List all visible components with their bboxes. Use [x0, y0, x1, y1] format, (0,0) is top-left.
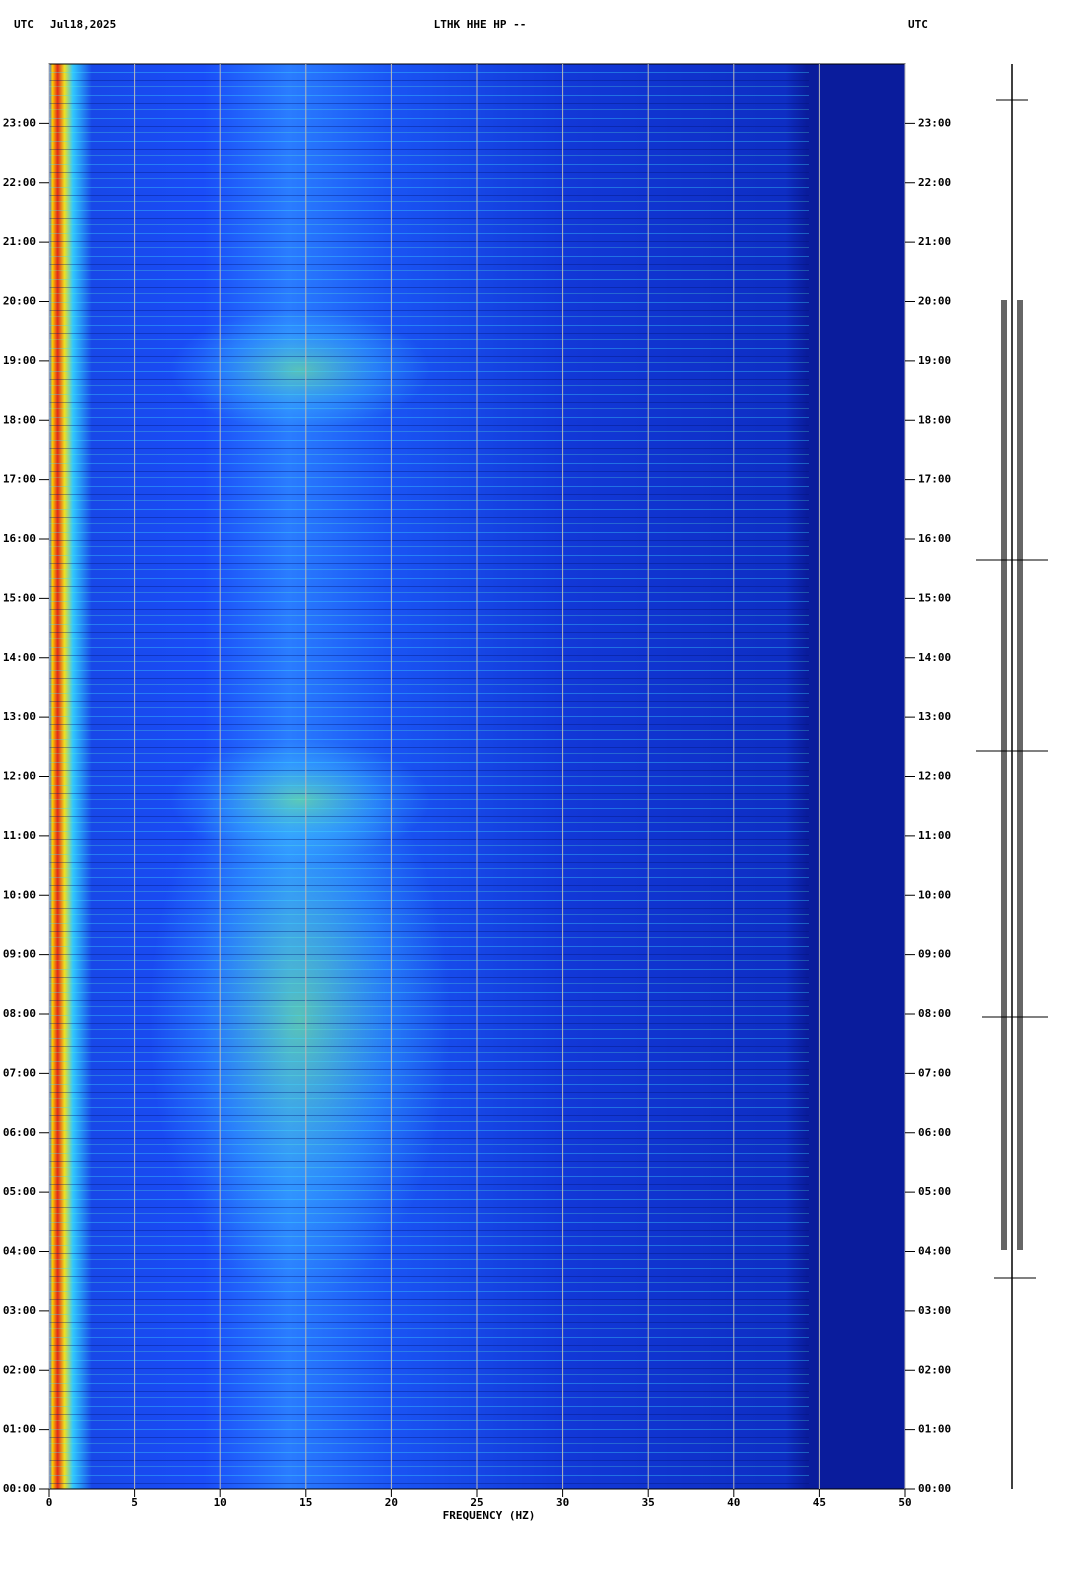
y-tick-label-left: 02:00 — [3, 1363, 36, 1376]
y-tick-label-left: 12:00 — [3, 770, 36, 783]
y-tick-label-right: 16:00 — [918, 532, 951, 545]
y-tick-label-right: 10:00 — [918, 888, 951, 901]
y-tick-label-left: 22:00 — [3, 176, 36, 189]
x-tick-label: 50 — [898, 1496, 911, 1509]
y-tick-label-right: 18:00 — [918, 413, 951, 426]
y-tick-label-left: 03:00 — [3, 1304, 36, 1317]
y-tick-label-left: 13:00 — [3, 710, 36, 723]
y-tick-label-left: 11:00 — [3, 829, 36, 842]
chart-title: LTHK HHE HP -- — [434, 18, 527, 31]
y-tick-label-right: 00:00 — [918, 1482, 951, 1495]
y-tick-label-left: 06:00 — [3, 1126, 36, 1139]
y-tick-label-right: 17:00 — [918, 473, 951, 486]
x-axis-label: FREQUENCY (HZ) — [443, 1509, 536, 1522]
y-tick-label-left: 15:00 — [3, 591, 36, 604]
y-tick-label-right: 09:00 — [918, 948, 951, 961]
x-tick-label: 35 — [642, 1496, 655, 1509]
left-label: UTC — [14, 18, 34, 31]
y-tick-label-right: 22:00 — [918, 176, 951, 189]
y-tick-label-right: 15:00 — [918, 591, 951, 604]
date: Jul18,2025 — [50, 18, 116, 31]
x-tick-label: 10 — [214, 1496, 227, 1509]
y-tick-label-left: 14:00 — [3, 651, 36, 664]
y-tick-label-left: 00:00 — [3, 1482, 36, 1495]
x-tick-label: 5 — [131, 1496, 138, 1509]
y-tick-label-right: 23:00 — [918, 116, 951, 129]
y-tick-label-right: 14:00 — [918, 651, 951, 664]
y-tick-label-right: 11:00 — [918, 829, 951, 842]
y-tick-label-left: 08:00 — [3, 1007, 36, 1020]
y-tick-label-right: 21:00 — [918, 235, 951, 248]
y-tick-label-right: 01:00 — [918, 1423, 951, 1436]
x-tick-label: 0 — [46, 1496, 53, 1509]
y-tick-label-left: 17:00 — [3, 473, 36, 486]
y-tick-label-left: 18:00 — [3, 413, 36, 426]
y-tick-label-left: 01:00 — [3, 1423, 36, 1436]
y-tick-label-left: 10:00 — [3, 888, 36, 901]
y-tick-label-left: 23:00 — [3, 116, 36, 129]
x-tick-label: 45 — [813, 1496, 826, 1509]
y-tick-label-right: 05:00 — [918, 1185, 951, 1198]
y-tick-label-right: 08:00 — [918, 1007, 951, 1020]
x-tick-label: 30 — [556, 1496, 569, 1509]
seismogram — [976, 64, 1048, 1489]
y-tick-label-left: 21:00 — [3, 235, 36, 248]
y-tick-label-right: 12:00 — [918, 770, 951, 783]
y-tick-label-left: 05:00 — [3, 1185, 36, 1198]
y-tick-label-right: 04:00 — [918, 1245, 951, 1258]
y-tick-label-right: 19:00 — [918, 354, 951, 367]
y-tick-label-left: 20:00 — [3, 295, 36, 308]
y-tick-label-right: 07:00 — [918, 1066, 951, 1079]
y-tick-label-left: 09:00 — [3, 948, 36, 961]
y-tick-label-right: 02:00 — [918, 1363, 951, 1376]
right-label: UTC — [908, 18, 928, 31]
y-tick-label-right: 13:00 — [918, 710, 951, 723]
y-tick-label-left: 07:00 — [3, 1066, 36, 1079]
x-tick-label: 15 — [299, 1496, 312, 1509]
x-tick-label: 25 — [470, 1496, 483, 1509]
y-tick-label-right: 06:00 — [918, 1126, 951, 1139]
x-tick-label: 20 — [385, 1496, 398, 1509]
y-tick-label-left: 04:00 — [3, 1245, 36, 1258]
y-tick-label-left: 16:00 — [3, 532, 36, 545]
x-tick-label: 40 — [727, 1496, 740, 1509]
y-tick-label-left: 19:00 — [3, 354, 36, 367]
y-tick-label-right: 03:00 — [918, 1304, 951, 1317]
y-tick-label-right: 20:00 — [918, 295, 951, 308]
